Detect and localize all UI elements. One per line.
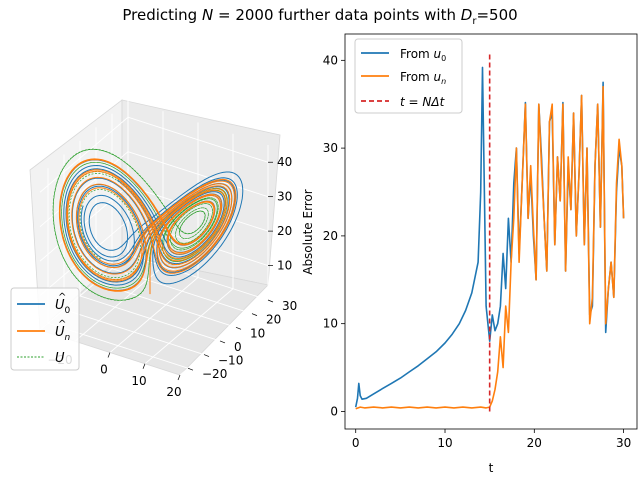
legend-3d-hat-un: ^: [58, 319, 66, 330]
x-tick-3d: [142, 363, 146, 369]
z-tick-label-3d: 20: [277, 224, 292, 238]
grid-line: [144, 288, 234, 365]
y-tick-label: 0: [330, 404, 338, 418]
z-tick-label-3d: 10: [277, 259, 292, 273]
grid-line: [127, 116, 269, 163]
grid-line: [95, 281, 237, 328]
z-tick-label-3d: 40: [277, 155, 292, 169]
y-tick-label-3d: 30: [282, 299, 297, 313]
y-tick-label: 10: [323, 317, 338, 331]
z-tick-label-3d: 30: [277, 190, 292, 204]
y-tick-label-3d: 20: [266, 313, 281, 327]
y-tick-label-3d: −10: [218, 354, 243, 368]
grid-line: [39, 220, 129, 296]
y-tick-label-3d: 10: [250, 326, 265, 340]
series-lines: [354, 51, 625, 412]
legend-3d-label-u: U: [55, 351, 65, 366]
trajectory-un-hat: [58, 158, 237, 295]
y-tick-3d: [267, 299, 274, 303]
legend-label-from-un: From un: [400, 70, 446, 86]
axis-ticks: 0 10 20 30 0 10 20 30 40: [323, 53, 632, 450]
trajectories: [52, 148, 244, 301]
grid-line: [63, 309, 205, 355]
y-tick-3d: [235, 326, 242, 330]
y-tick-label: 20: [323, 229, 338, 243]
legend-3d-label-u0hat: U0: [55, 298, 71, 316]
figure-title: Predicting N = 2000 further data points …: [122, 6, 517, 27]
y-tick-label-3d: −20: [202, 367, 227, 381]
error-chart: 0 10 20 30 0 10 20 30 40 t Absolute Error From u…: [301, 33, 638, 475]
grid-line: [39, 116, 129, 193]
grid-line: [74, 265, 164, 342]
x-tick-label-3d: 0: [100, 363, 108, 377]
legend-frame: [354, 38, 463, 114]
x-tick-label: 10: [437, 436, 452, 450]
y-tick-3d: [251, 313, 258, 316]
series-from-un: [355, 85, 625, 410]
x-axis-label: t: [489, 461, 494, 475]
x-tick-label: 20: [527, 436, 542, 450]
legend-3d-hat-u0: ^: [58, 292, 66, 303]
x-tick-label-3d: 10: [131, 374, 146, 388]
grid-line: [109, 277, 199, 353]
legend-label-from-u0: From u0: [400, 47, 446, 63]
legend: From u0 From un t = NΔt: [354, 38, 463, 114]
x-tick-label-3d: 20: [166, 385, 181, 399]
x-tick-label: 30: [616, 436, 631, 450]
grid-line: [79, 295, 221, 342]
x-tick-3d: [107, 352, 111, 358]
y-tick-3d: [187, 367, 194, 371]
grid-line: [127, 151, 269, 198]
y-tick-label: 40: [323, 53, 338, 67]
legend-3d-label-unhat: Un: [55, 325, 71, 343]
x-tick-3d: [177, 374, 181, 381]
y-tick-label-3d: 0: [234, 340, 242, 354]
legend-3d-frame: [10, 287, 80, 371]
legend-label-cutoff: t = NΔt: [400, 95, 446, 109]
y-tick-label: 30: [323, 141, 338, 155]
legend-3d: U0 ^ Un ^ U: [10, 287, 80, 371]
grid-line: [179, 299, 269, 376]
grid-line: [127, 220, 269, 266]
y-axis-label: Absolute Error: [301, 189, 315, 275]
y-tick-3d: [219, 340, 226, 344]
y-tick-3d: [203, 354, 210, 357]
x-tick-label: 0: [352, 436, 360, 450]
grid-line: [111, 268, 253, 315]
